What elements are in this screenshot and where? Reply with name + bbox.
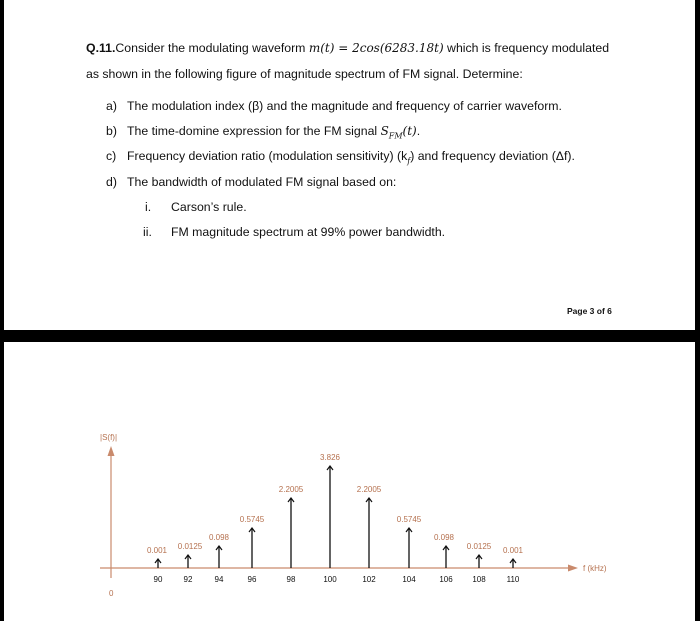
question-number: Q.11. [86,41,116,55]
impulse-arrow-icon [365,497,373,503]
fm-signal-symbol: S [380,124,389,138]
value-label: 3.826 [320,453,341,462]
item-c: c) Frequency deviation ratio (modulation … [106,149,575,168]
subitem-ii: ii. FM magnitude spectrum at 99% power ba… [143,225,445,239]
frame-right [695,0,700,621]
item-text: Frequency deviation ratio (modulation se… [127,149,408,163]
fm-spectrum-chart: |S(f)| f (kHz) 0 0.001 90 0.0125 92 0.098 94 0.57… [100,433,607,598]
fm-signal-arg: (t) [402,124,417,138]
x-tick-label: 100 [323,575,337,584]
x-tick-label: 98 [287,575,296,584]
origin-label: 0 [109,589,114,598]
item-marker: b) [106,124,117,138]
item-marker: c) [106,149,117,163]
impulse-arrow-icon [475,554,483,560]
item-text: The time-domine expression for the FM si… [127,124,381,138]
x-axis-label: f (kHz) [583,564,607,573]
x-tick-label: 92 [184,575,193,584]
question-line-1: Q.11.Consider the modulating waveform m(… [86,41,609,55]
x-tick-label: 96 [248,575,257,584]
y-axis-arrowhead-icon [107,446,115,456]
page-separator [0,330,700,342]
x-tick-label: 94 [215,575,224,584]
impulse-arrow-icon [326,465,334,471]
value-label: 0.098 [434,533,455,542]
value-label: 0.001 [503,546,524,555]
value-label: 0.001 [147,546,168,555]
page-footer: Page 3 of 6 [567,306,612,316]
item-marker: a) [106,99,117,113]
impulse-arrow-icon [184,554,192,560]
modulating-formula: m(t) = 2cos(6283.18t) [308,41,444,55]
kf-subscript: f [407,156,411,166]
x-tick-label: 108 [472,575,486,584]
question-text: Consider the modulating waveform [115,41,309,55]
impulse-arrow-icon [248,527,256,533]
item-d: d) The bandwidth of modulated FM signal b… [106,175,396,189]
item-marker: d) [106,175,117,189]
value-label: 0.5745 [240,515,265,524]
x-axis-arrowhead-icon [568,564,578,572]
subitem-marker: i. [145,200,152,214]
subitem-i: i. Carson’s rule. [145,200,247,214]
question-line-2: as shown in the following figure of magn… [86,67,523,81]
item-text: The modulation index (β) and the magnitu… [127,99,562,113]
subitem-marker: ii. [143,225,152,239]
question-text: which is frequency modulated [443,41,610,55]
frame-left [0,0,4,621]
value-label: 2.2005 [357,485,382,494]
impulse-arrow-icon [215,545,223,551]
fm-subscript: FM [388,131,403,141]
subitem-text: Carson’s rule. [171,200,247,214]
x-tick-label: 104 [402,575,416,584]
impulse-arrow-icon [287,497,295,503]
value-label: 0.0125 [467,542,492,551]
item-text: ) and frequency deviation (Δf). [410,149,575,163]
impulse-arrow-icon [405,527,413,533]
impulse-arrow-icon [509,558,517,564]
x-tick-label: 110 [507,575,520,584]
subitem-text: FM magnitude spectrum at 99% power bandw… [171,225,446,239]
value-label: 2.2005 [279,485,304,494]
y-axis-label: |S(f)| [100,433,117,442]
value-label: 0.5745 [397,515,422,524]
value-label: 0.098 [209,533,230,542]
impulse-arrow-icon [442,545,450,551]
item-b: b) The time-domine expression for the FM … [106,124,420,143]
impulse-arrow-icon [154,558,162,564]
x-tick-label: 90 [154,575,163,584]
item-a: a) The modulation index (β) and the magni… [106,99,562,113]
value-label: 0.0125 [178,542,203,551]
x-tick-label: 102 [362,575,376,584]
item-text: The bandwidth of modulated FM signal bas… [127,175,397,189]
x-tick-label: 106 [439,575,453,584]
item-text: . [416,124,421,138]
